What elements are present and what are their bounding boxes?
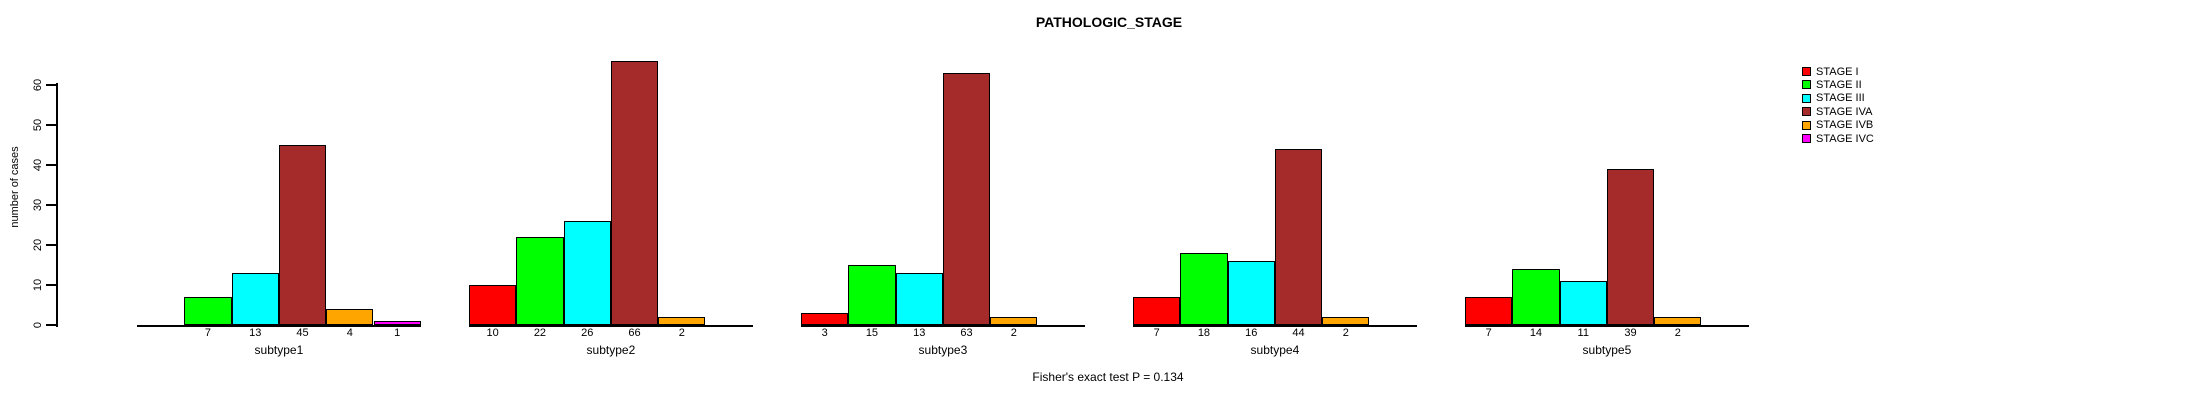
bar-count-label: 1 [394,327,401,339]
bar-stage-ii [184,297,232,325]
bar-count-label: 3 [821,327,828,339]
fisher-test-label: Fisher's exact test P = 0.134 [1032,370,1184,384]
legend-label: STAGE II [1816,78,1862,91]
y-tick-label: 0 [32,321,44,329]
bar-stage-ii [1180,253,1228,325]
bar-stage-ivc [373,321,421,325]
legend-label: STAGE IVB [1816,119,1874,132]
bar-count-label: 44 [1292,327,1305,339]
legend-label: STAGE IVA [1816,105,1873,118]
bar-count-label: 4 [346,327,353,339]
y-tick-label: 50 [32,118,44,132]
legend-swatch [1802,67,1811,76]
bar-stage-iva [942,73,991,325]
bar-stage-i [1465,297,1513,325]
y-tick-label: 30 [32,198,44,212]
bar-count-label: 7 [1153,327,1160,339]
bar-count-label: 63 [960,327,973,339]
legend-swatch [1802,93,1811,103]
bar-count-label: 45 [296,327,309,339]
bar-stage-iii [1559,281,1607,325]
bar-stage-iva [610,61,659,325]
bar-stage-iii [231,273,279,325]
bar-count-label: 7 [204,327,211,339]
category-label: subtype5 [1582,343,1632,357]
bar-count-label: 66 [628,327,641,339]
bar-count-label: 7 [1485,327,1492,339]
y-tick-label: 40 [32,158,44,172]
bar-stage-iii [895,273,943,325]
legend-swatch [1802,134,1811,143]
bar-count-label: 2 [1674,327,1681,339]
bar-stage-iva [278,145,327,325]
bar-count-label: 11 [1577,327,1589,339]
bar-count-label: 18 [1197,327,1211,339]
x-axis-baseline [1465,325,1749,327]
bar-count-label: 14 [1529,327,1543,339]
chart-title: PATHOLOGIC_STAGE [1035,14,1183,30]
legend-swatch [1802,80,1811,90]
y-axis-line [56,83,58,327]
bar-stage-iva [1606,169,1655,325]
y-tick [46,164,56,166]
y-tick [46,324,56,326]
bar-stage-ii [848,265,896,325]
bar-count-label: 16 [1245,327,1258,339]
x-axis-baseline [801,325,1085,327]
legend-label: STAGE III [1816,92,1865,105]
bar-stage-ivb [658,317,706,325]
bar-stage-ivb [326,309,374,325]
y-tick-label: 10 [32,278,44,292]
bar-count-label: 2 [1342,327,1349,339]
legend-swatch [1802,107,1811,117]
y-tick [46,244,56,246]
y-tick [46,204,56,206]
y-axis-label: number of cases [9,146,21,228]
bar-stage-ii [516,237,564,325]
bar-stage-i [469,285,517,325]
bar-count-label: 2 [1010,327,1017,339]
bar-stage-ii [1512,269,1560,325]
legend-label: STAGE I [1816,65,1859,78]
bar-count-label: 13 [913,327,926,339]
legend-label: STAGE IVC [1816,132,1874,145]
bar-stage-ivb [1322,317,1370,325]
bar-count-label: 2 [678,327,685,339]
category-label: subtype4 [1250,343,1300,357]
x-axis-baseline [137,325,421,327]
y-tick-label: 60 [32,78,44,92]
bar-stage-iii [1227,261,1275,325]
legend-swatch [1802,120,1811,130]
x-axis-baseline [1133,325,1417,327]
x-axis-baseline [469,325,753,327]
bar-stage-iva [1274,149,1323,325]
category-label: subtype1 [254,343,304,357]
bar-count-label: 10 [486,327,499,339]
y-tick [46,84,56,86]
y-tick [46,284,56,286]
bar-stage-i [801,313,849,325]
y-tick [46,124,56,126]
bar-stage-iii [563,221,611,325]
bar-stage-ivb [1654,317,1702,325]
bar-count-label: 39 [1624,327,1637,339]
bar-count-label: 15 [865,327,879,339]
bar-count-label: 22 [533,327,547,339]
bar-count-label: 13 [249,327,262,339]
bar-stage-i [1133,297,1181,325]
bar-count-label: 26 [581,327,594,339]
category-label: subtype3 [918,343,968,357]
category-label: subtype2 [586,343,636,357]
bar-stage-ivb [990,317,1038,325]
y-tick-label: 20 [32,238,44,252]
